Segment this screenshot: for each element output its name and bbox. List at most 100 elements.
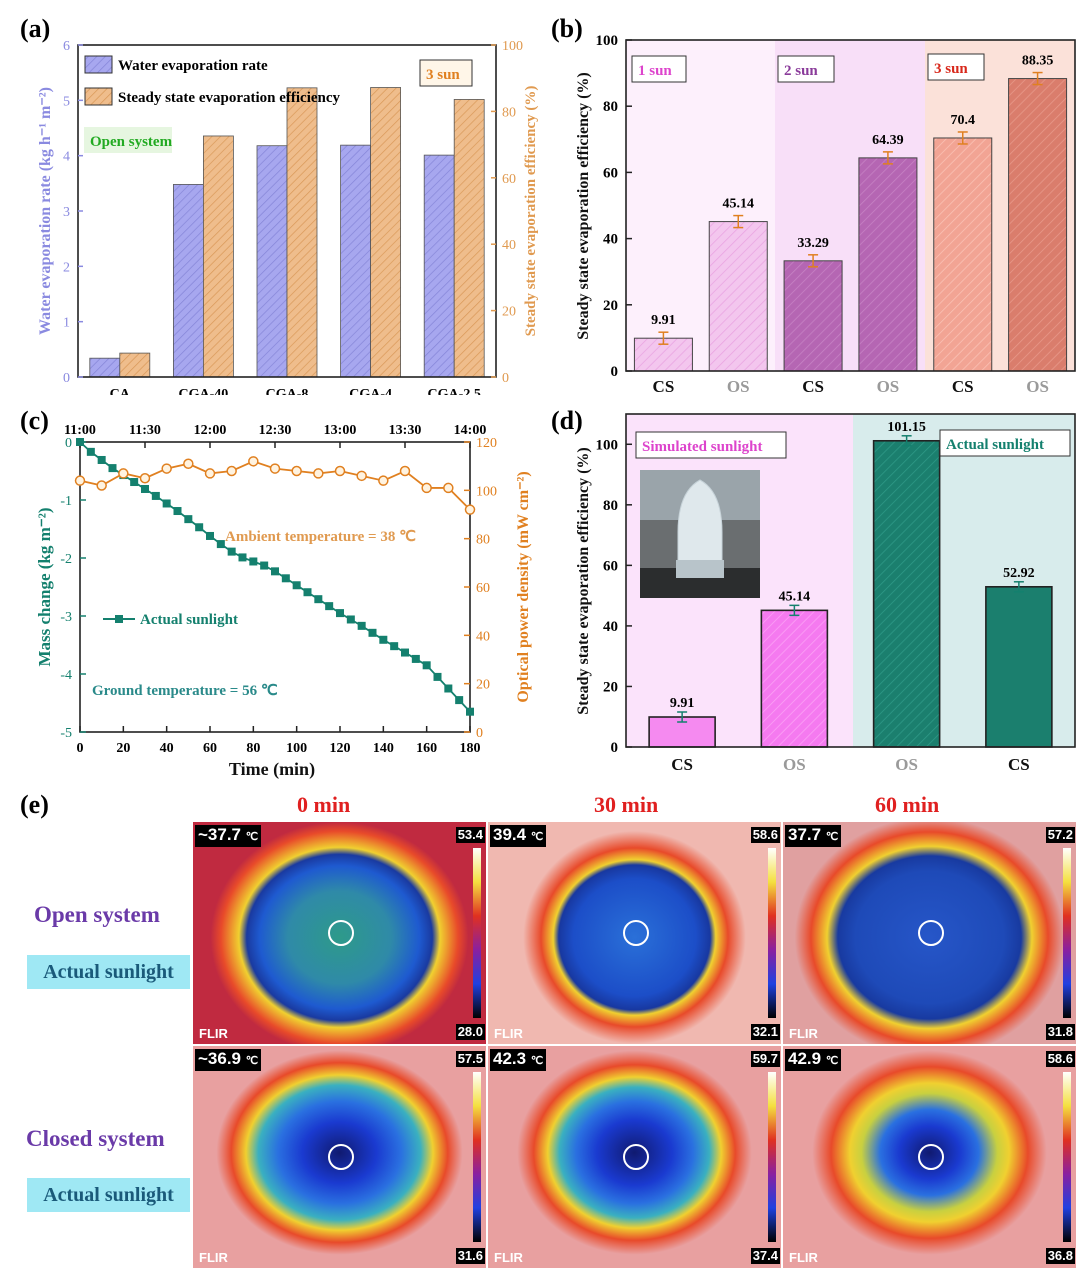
- tick-c-left: 0: [65, 436, 72, 451]
- panel-c-chart: 0 20 40 60 80 100 120 140 160 180 11:00 11:30 12:00 1…: [35, 423, 532, 780]
- point-c-power: [118, 468, 129, 479]
- point-c-power: [269, 463, 281, 474]
- tick-b-y: 60: [603, 165, 618, 181]
- point-c-power: [334, 465, 346, 477]
- tick-a-right: 20: [502, 305, 516, 320]
- point-c-power: [291, 465, 302, 477]
- data-label-b: 88.35: [1022, 54, 1053, 69]
- row-label-open-system: Open system: [34, 902, 160, 927]
- bar-b: [933, 137, 993, 372]
- tick-b-category: CS: [952, 377, 974, 396]
- tick-a-category: CA: [110, 387, 131, 395]
- scale-max-closed-60: 58.6: [1045, 1051, 1075, 1067]
- point-c-power: [421, 482, 432, 494]
- panel-b-chart: 9.91 45.14 33.29 64.39 70.4 88.35 CS OS CS OS CS O…: [575, 33, 1076, 396]
- xlabel-c: Time (min): [229, 759, 315, 780]
- panel-label-b: (b): [551, 14, 583, 43]
- bar-d: [760, 609, 829, 748]
- data-label-d: 45.14: [779, 589, 811, 604]
- tag-a-3sun: 3 sun: [426, 67, 460, 83]
- point-c-power: [356, 470, 367, 482]
- tick-b-category: CS: [653, 377, 675, 396]
- unit-open-0: ℃: [245, 831, 259, 843]
- data-label-b: 64.39: [872, 133, 904, 148]
- data-label-d: 52.92: [1003, 566, 1035, 581]
- tick-d-y: 80: [603, 498, 618, 514]
- time-label-60: 60 min: [875, 792, 940, 817]
- tick-c-x: 60: [203, 741, 217, 756]
- color-scale-bar: [1063, 1072, 1071, 1242]
- point-c-power: [204, 468, 216, 479]
- tick-a-category: CGA-40: [179, 387, 229, 395]
- tick-c-x: 40: [160, 741, 174, 756]
- time-label-30: 30 min: [594, 792, 659, 817]
- tag-b-3sun: 3 sun: [934, 61, 968, 77]
- point-c-power: [464, 504, 476, 515]
- row-label-closed-system: Closed system: [26, 1126, 165, 1151]
- point-c-mass: [130, 478, 139, 487]
- point-c-mass: [97, 455, 106, 464]
- thermal-reading-closed-60: 42.9: [788, 1049, 822, 1068]
- legend-a-efficiency: Steady state evaporation efficiency: [118, 90, 341, 106]
- tick-b-y: 80: [603, 99, 618, 115]
- tick-c-left: -2: [60, 552, 72, 567]
- point-c-mass: [379, 635, 388, 644]
- tick-c-right: 0: [476, 726, 483, 741]
- data-label-d: 9.91: [670, 696, 695, 711]
- scale-min-closed-0: 31.6: [455, 1248, 485, 1264]
- point-c-power: [161, 463, 172, 474]
- panel-label-a: (a): [20, 14, 51, 43]
- thermal-open-30min: 39.4 ℃ 58.6 32.1 FLIR: [488, 822, 781, 1044]
- scale-max-open-60: 57.2: [1045, 827, 1075, 843]
- panel-a-chart: CA CGA-40 CGA-8 CGA-4 CGA-2.5012345602040608…: [37, 39, 539, 395]
- point-c-power: [139, 473, 151, 484]
- data-label-b: 33.29: [797, 236, 829, 251]
- point-c-mass: [292, 581, 301, 590]
- point-c-mass: [108, 464, 117, 473]
- point-c-power: [226, 465, 237, 477]
- panel-label-d: (d): [551, 406, 583, 435]
- tick-d-category: CS: [1008, 755, 1030, 774]
- tick-a-category: CGA-2.5: [428, 387, 481, 395]
- scale-max-open-30: 58.6: [750, 827, 780, 843]
- tick-c-x: 20: [116, 741, 130, 756]
- bar-b: [783, 260, 843, 372]
- crosshair-icon: [623, 920, 649, 946]
- tick-a-right: 80: [502, 105, 516, 120]
- bar-a-rate: [172, 184, 204, 378]
- panel-label-e: (e): [20, 790, 49, 819]
- tick-a-right: 100: [502, 39, 523, 54]
- scale-max-closed-30: 59.7: [750, 1051, 780, 1067]
- bar-a-rate: [256, 145, 288, 378]
- thermal-closed-60min: 42.9 ℃ 58.6 36.8 FLIR: [783, 1046, 1076, 1268]
- tick-b-category: OS: [727, 377, 750, 396]
- tick-c-right: 40: [476, 629, 490, 644]
- crosshair-icon: [328, 920, 354, 946]
- tick-c-right: 100: [476, 484, 497, 499]
- tick-d-y: 40: [603, 619, 618, 635]
- point-c-mass: [314, 595, 323, 604]
- color-scale-bar: [768, 1072, 776, 1242]
- flir-logo: FLIR: [789, 1026, 818, 1041]
- tick-c-top: 13:00: [324, 423, 357, 438]
- bar-b: [1008, 78, 1068, 372]
- point-c-power: [443, 482, 454, 494]
- bar-a-efficiency: [202, 135, 234, 378]
- tick-a-category: CGA-8: [266, 387, 309, 395]
- tick-c-x: 0: [77, 741, 84, 756]
- tick-b-category: CS: [802, 377, 824, 396]
- thermal-open-60min: 37.7 ℃ 57.2 31.8 FLIR: [783, 822, 1076, 1044]
- point-c-mass: [433, 672, 442, 681]
- note-c-ambient: Ambient temperature = 38 ℃: [225, 529, 416, 545]
- point-c-mass: [206, 531, 214, 540]
- unit-closed-0: ℃: [245, 1055, 259, 1067]
- tick-a-right: 40: [502, 238, 516, 253]
- tick-a-left: 1: [63, 316, 70, 331]
- tick-d-category: OS: [895, 755, 918, 774]
- tick-c-x: 180: [460, 741, 481, 756]
- tick-c-x: 80: [246, 741, 260, 756]
- tick-c-left: -4: [60, 668, 72, 683]
- bar-a-efficiency: [286, 87, 318, 378]
- panel-label-c: (c): [20, 406, 49, 435]
- tick-c-right: 120: [476, 436, 497, 451]
